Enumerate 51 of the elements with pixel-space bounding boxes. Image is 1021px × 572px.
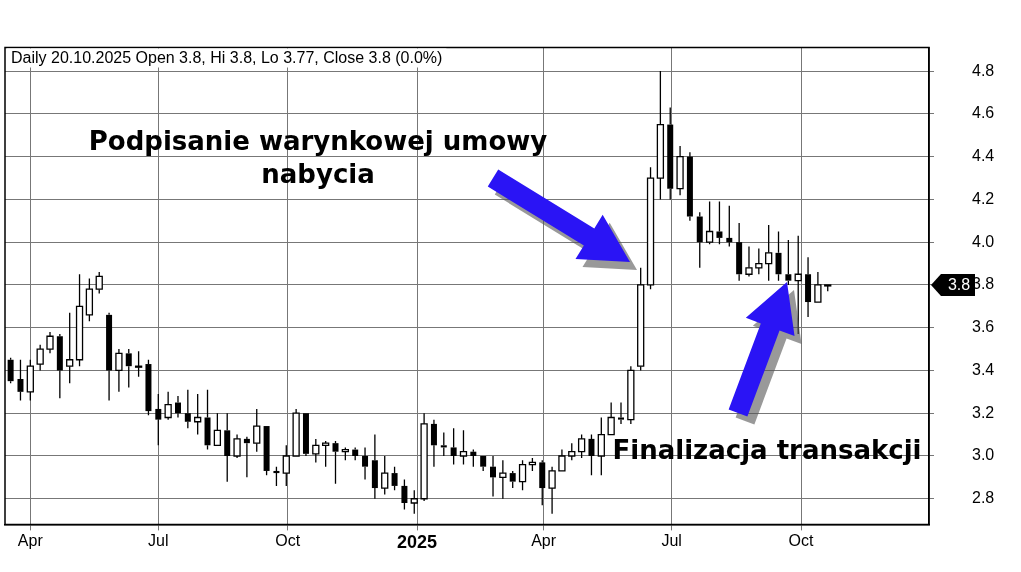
y-tick-label: 4.4 <box>972 147 995 165</box>
candlestick <box>775 230 782 282</box>
candlestick <box>785 239 792 286</box>
candlestick <box>440 431 447 457</box>
candlestick <box>362 446 369 481</box>
text: 3.8 <box>947 276 971 294</box>
candlestick <box>106 312 113 402</box>
candlestick <box>716 200 723 245</box>
y-tick-label: 4.0 <box>972 232 995 250</box>
candlestick <box>490 455 497 498</box>
candlestick <box>618 401 624 425</box>
y-tick-label: 4.6 <box>972 104 995 122</box>
candlestick <box>430 418 437 468</box>
candlestick <box>243 436 250 479</box>
candlestick <box>539 459 546 506</box>
y-tick-label: 3.4 <box>972 360 995 378</box>
annotation: Finalizacja transakcji <box>612 434 922 465</box>
candlestick <box>17 359 24 402</box>
annotation: Podpisanie warynkowej umowy nabycia <box>88 125 548 189</box>
x-tick-label: Oct <box>275 532 301 550</box>
y-tick-label: 2.8 <box>972 489 995 507</box>
candlestick <box>302 413 309 457</box>
candlestick <box>736 222 743 282</box>
x-tick-label: Oct <box>788 532 815 550</box>
candlestick <box>56 333 63 399</box>
candlestick <box>332 440 339 485</box>
candlestick <box>805 256 812 318</box>
candlestick <box>726 205 733 248</box>
candlestick <box>696 211 703 269</box>
candlestick <box>204 389 211 451</box>
candlestick <box>174 395 181 419</box>
x-tick-label: Apr <box>17 532 44 550</box>
x-tick-label: 2025 <box>397 532 438 553</box>
y-tick-label: 3.0 <box>972 446 995 464</box>
candlestick <box>125 348 132 389</box>
candlestick <box>371 433 378 500</box>
x-tick-label: Jul <box>148 532 169 550</box>
candlestick <box>686 151 693 222</box>
candlestick <box>224 412 231 483</box>
candlestick <box>588 433 595 476</box>
candlestick <box>184 389 191 429</box>
chart-title: Daily 20.10.2025 Open 3.8, Hi 3.8, Lo 3.77, Close 3.8 (0.0%) <box>11 49 443 67</box>
candlestick <box>450 427 457 466</box>
candlestick <box>667 106 674 201</box>
candlestick <box>155 393 162 446</box>
y-tick-label: 4.8 <box>972 61 995 79</box>
y-tick-label: 3.2 <box>972 403 995 421</box>
x-tick-label: Jul <box>661 532 682 550</box>
x-tick-label: Apr <box>531 532 557 550</box>
y-tick-label: 3.6 <box>972 318 995 336</box>
y-tick-label: 4.2 <box>972 189 995 207</box>
